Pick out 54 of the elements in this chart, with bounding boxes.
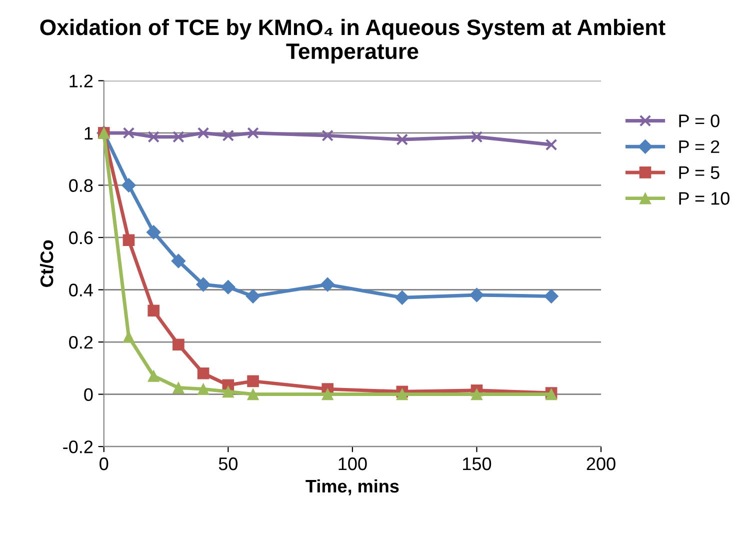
x-tick-label: 100 <box>338 457 367 470</box>
point <box>396 134 408 146</box>
point <box>172 130 184 143</box>
point <box>246 289 260 304</box>
point <box>172 338 184 351</box>
y-tick-label: -0.2 <box>63 440 93 454</box>
point <box>122 178 136 192</box>
y-axis-title: Ct/Co <box>40 240 54 287</box>
y-tick-label: 0.8 <box>69 179 93 192</box>
point <box>544 289 559 304</box>
point <box>197 127 210 139</box>
y-tick-label: 1.2 <box>70 74 93 88</box>
y-tick-label: 0.4 <box>69 284 93 296</box>
point <box>247 375 259 388</box>
point <box>470 388 483 400</box>
legend-label: P = 0 <box>679 114 720 128</box>
y-tick-label: 0 <box>84 388 93 401</box>
legend-label: P = 10 <box>679 192 730 205</box>
point <box>122 234 135 246</box>
point <box>148 130 160 143</box>
legend-label: P = 2 <box>679 140 720 153</box>
point <box>396 388 408 400</box>
point <box>122 127 135 139</box>
point <box>171 254 186 268</box>
point <box>197 383 210 395</box>
point <box>320 277 335 292</box>
point <box>545 138 558 151</box>
x-tick-label: 200 <box>586 457 616 470</box>
point <box>470 288 484 302</box>
x-tick-label: 50 <box>218 457 238 470</box>
y-tick-label: 1 <box>84 127 93 140</box>
point <box>197 367 210 380</box>
x-tick-label: 0 <box>100 457 108 470</box>
point <box>220 280 236 294</box>
chart-title: Oxidation of TCE by KMnO₄ in Aqueous System at Ambient Temperature <box>40 18 666 64</box>
legend-label: P = 5 <box>679 166 720 179</box>
point <box>247 127 259 139</box>
y-tick-label: 0.2 <box>69 336 93 349</box>
point <box>222 130 234 142</box>
point <box>196 277 211 292</box>
point <box>146 225 161 240</box>
point <box>122 330 135 343</box>
point <box>172 382 184 394</box>
x-tick-label: 150 <box>463 457 492 470</box>
point <box>322 130 334 142</box>
point <box>247 388 259 400</box>
y-tick-label: 0.6 <box>69 231 93 244</box>
point <box>394 290 410 305</box>
point <box>148 370 160 382</box>
point <box>148 304 160 317</box>
point <box>222 386 234 398</box>
x-axis-title: Time, mins <box>306 479 399 496</box>
point <box>470 130 483 143</box>
point <box>322 388 334 400</box>
